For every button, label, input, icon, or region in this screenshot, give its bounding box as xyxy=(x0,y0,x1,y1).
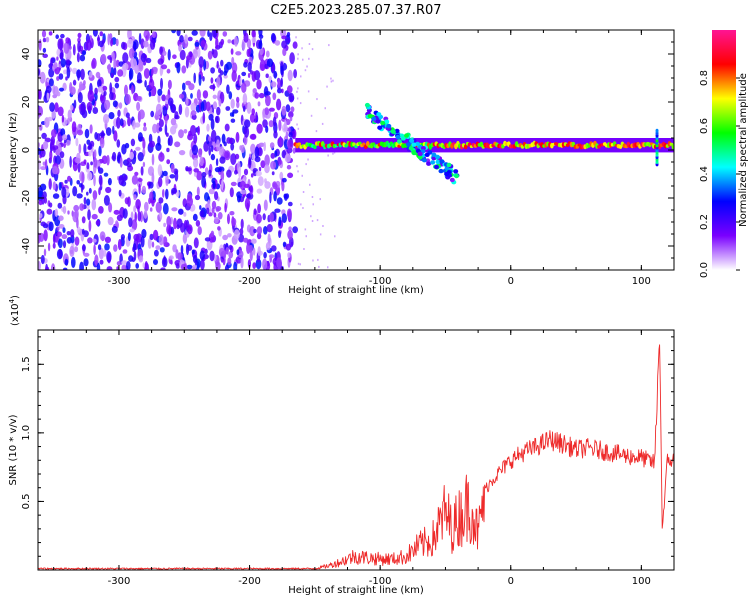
x-tick-label: -300 xyxy=(108,276,131,287)
colorbar-tick-label: 0.0 xyxy=(699,262,710,278)
spectrogram-x-label: Height of straight line (km) xyxy=(288,285,424,296)
snr-x-ticks: -300 -200 -100 0 100 xyxy=(53,330,651,587)
x-tick-label: 0 xyxy=(508,276,514,287)
colorbar-tick-label: 0.6 xyxy=(699,118,710,134)
x-tick-label: -100 xyxy=(369,276,392,287)
x-tick-label: -100 xyxy=(369,576,392,587)
y-tick-label: 1.0 xyxy=(21,425,32,441)
y-tick-label: 20 xyxy=(21,96,32,109)
y-tick-label: -20 xyxy=(21,190,32,206)
spectrogram-y-ticks: -40 -20 0 20 40 xyxy=(21,29,674,271)
colorbar-ticks: 0.0 0.2 0.4 0.6 0.8 xyxy=(699,70,740,278)
colorbar: 0.0 0.2 0.4 0.6 0.8 Normalized spectral ampl… xyxy=(699,30,749,278)
snr-frame xyxy=(37,329,675,571)
colorbar-label: Normalized spectral amplitude xyxy=(738,73,749,227)
colorbar-tick-label: 0.8 xyxy=(699,70,710,86)
spectrogram-image xyxy=(38,30,674,270)
snr-y-ticks: 0.5 1.0 1.5 xyxy=(21,336,674,557)
snr-x-label: Height of straight line (km) xyxy=(288,585,424,596)
spectrogram-x-ticks: -300 -200 -100 0 100 xyxy=(53,30,651,287)
figure-title: C2E5.2023.285.07.37.R07 xyxy=(270,3,441,18)
spectrogram-y-label: Frequency (Hz) xyxy=(8,112,19,188)
colorbar-tick-label: 0.4 xyxy=(699,166,710,182)
snr-y-label: SNR (10 * v/v) xyxy=(8,414,19,485)
x-tick-label: -200 xyxy=(238,276,261,287)
x-tick-label: 0 xyxy=(508,576,514,587)
y-tick-label: 0.5 xyxy=(21,493,32,509)
x-tick-label: 100 xyxy=(632,276,651,287)
y-tick-label: 0 xyxy=(21,147,32,153)
x-tick-label: -300 xyxy=(108,576,131,587)
snr-y-multiplier: (x104) xyxy=(8,295,21,326)
colorbar-tick-label: 0.2 xyxy=(699,214,710,230)
x-tick-label: 100 xyxy=(632,576,651,587)
y-tick-label: 1.5 xyxy=(21,356,32,372)
snr-series-line xyxy=(38,344,674,570)
y-tick-label: -40 xyxy=(21,238,32,254)
x-tick-label: -200 xyxy=(238,576,261,587)
colorbar-gradient xyxy=(712,30,736,270)
snr-panel: -300 -200 -100 0 100 0.5 1.0 1.5 Height of str… xyxy=(8,295,675,596)
y-tick-label: 40 xyxy=(21,48,32,61)
